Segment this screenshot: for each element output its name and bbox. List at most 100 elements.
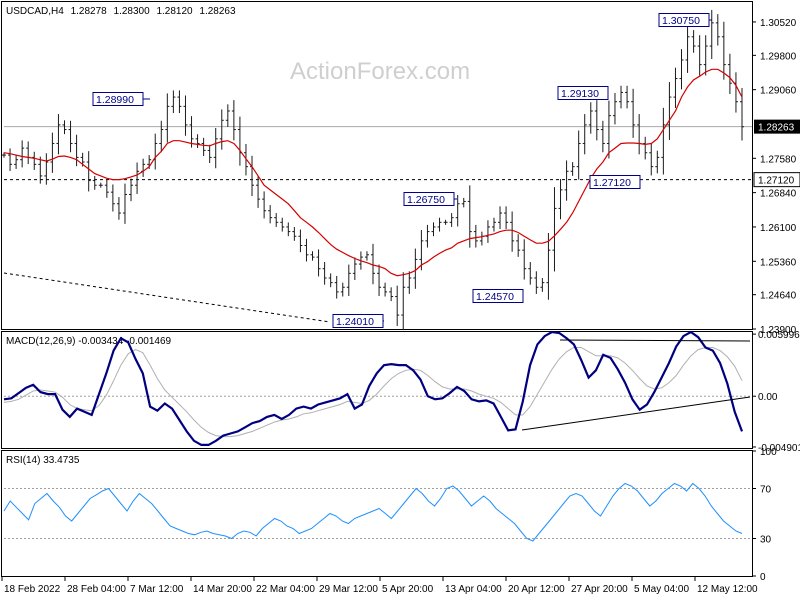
price-bar (280, 217, 285, 232)
price-bar (413, 248, 418, 289)
price-bar (673, 67, 678, 108)
time-axis-label: 5 May 04:00 (634, 584, 689, 595)
price-bar (183, 95, 188, 136)
price-bar (213, 127, 218, 169)
price-bar (703, 35, 708, 76)
rsi-panel-title: RSI(14) 33.4735 (6, 455, 80, 466)
price-bar (189, 116, 194, 148)
price-bar (171, 90, 176, 114)
price-bar (473, 224, 478, 248)
price-bar (570, 162, 575, 176)
price-bar (334, 275, 339, 299)
price-bar (564, 160, 569, 201)
price-bar (377, 264, 382, 297)
price-bar (129, 178, 134, 202)
price-bar (383, 282, 388, 297)
price-bar (510, 211, 515, 252)
price-bar (104, 179, 109, 198)
rsi-axis-label: 30 (760, 535, 772, 546)
price-callout: 1.30750 (658, 13, 712, 27)
price-bar (352, 257, 357, 281)
price-axis-label: 1.30520 (760, 18, 797, 29)
price-bar (546, 233, 551, 300)
ohlc-close: 1.28263 (199, 6, 236, 17)
price-bar (122, 183, 127, 224)
price-bar (292, 227, 297, 241)
price-bar (709, 9, 714, 60)
price-bar (346, 264, 351, 297)
price-bar (655, 150, 660, 174)
macd-trendline-lower (521, 396, 751, 431)
rsi-line (3, 482, 743, 542)
time-axis-label: 27 Apr 20:00 (571, 584, 628, 595)
price-bar (588, 102, 593, 134)
price-callout: 1.26750 (403, 192, 457, 206)
callout-box (472, 289, 524, 303)
rsi-layer (3, 482, 752, 542)
price-bar (8, 148, 13, 172)
price-bar (425, 224, 430, 248)
price-bar (625, 85, 630, 109)
price-bar (467, 185, 472, 248)
price-bar (679, 49, 684, 90)
rsi-axis-label: 0 (760, 572, 766, 583)
macd-panel-title: MACD(12,26,9) -0.003434 -0.001469 (6, 336, 172, 347)
price-bar (522, 239, 527, 280)
price-bar (219, 109, 224, 150)
callout-label: 1.24010 (336, 316, 374, 328)
price-bar (304, 238, 309, 262)
price-bar (389, 287, 394, 302)
price-bar (600, 120, 605, 153)
rsi-panel-frame (1, 450, 753, 577)
price-bar (491, 217, 496, 232)
price-layer: 1.28990 1.30750 1.29130 1.26750 1.27120 1.240… (2, 9, 752, 331)
price-bar (256, 176, 261, 208)
callout-box (589, 175, 641, 189)
price-bar (649, 143, 654, 176)
price-bar (2, 152, 6, 158)
ohlc-open: 1.28278 (71, 6, 108, 17)
price-bar (231, 100, 236, 141)
price-panel-title: USDCAD,H4 1.28278 1.28300 1.28120 1.2826… (6, 6, 236, 17)
price-axis-label: 1.29060 (760, 86, 797, 97)
price-bar (443, 219, 448, 225)
price-bar (74, 134, 79, 167)
price-bar (419, 230, 424, 271)
price-bar (461, 197, 466, 208)
symbol-label: USDCAD,H4 (6, 6, 64, 17)
time-axis-label: 5 Apr 20:00 (382, 584, 434, 595)
price-bar (159, 120, 164, 153)
rsi-axis-label: 70 (760, 485, 772, 496)
price-axis-label: 1.24640 (760, 291, 797, 302)
price-bar (437, 217, 442, 232)
macd-trendline-upper (559, 339, 751, 342)
current-price-label: 1.28263 (758, 123, 795, 134)
price-bar (534, 271, 539, 294)
price-bar (50, 132, 55, 173)
support-level-label: 1.27120 (758, 176, 795, 187)
downtrend-line (3, 272, 331, 323)
macd-main-line (3, 330, 744, 446)
price-bar (262, 191, 267, 219)
price-bar (364, 251, 369, 261)
price-callout: 1.24010 (332, 314, 384, 328)
price-bar (576, 130, 581, 180)
price-bar (528, 262, 533, 285)
price-panel-frame (1, 1, 753, 330)
price-bar (110, 184, 115, 212)
price-bar (328, 273, 333, 288)
price-bar (268, 205, 273, 224)
callout-label: 1.29130 (561, 88, 599, 100)
price-bar (449, 213, 454, 227)
callout-box (658, 13, 710, 27)
price-callout: 1.29130 (557, 86, 609, 100)
price-bar (697, 35, 702, 76)
price-axis-label: 1.26100 (760, 223, 797, 234)
price-bar (395, 285, 400, 326)
price-bar (322, 262, 327, 285)
price-bar (661, 107, 666, 175)
price-bar (407, 271, 412, 294)
callout-label: 1.28990 (96, 94, 134, 106)
price-bar (498, 206, 503, 229)
